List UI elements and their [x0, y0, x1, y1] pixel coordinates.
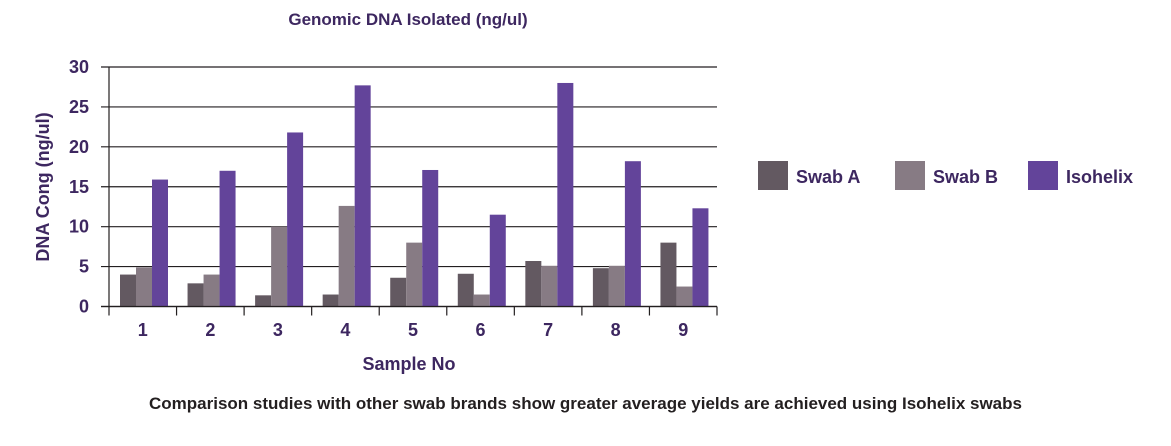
x-tick-label: 6 [476, 320, 486, 340]
bar-swab-a-5 [390, 277, 407, 307]
legend-label: Isohelix [1066, 167, 1133, 187]
y-tick-labels: 0 5 10 15 20 25 30 [69, 57, 89, 317]
bar-swab-b-6 [473, 294, 490, 307]
legend-swatch [758, 161, 788, 190]
bar-swab-a-6 [457, 273, 474, 307]
legend-label: Swab B [933, 167, 998, 187]
x-tick-label: 9 [678, 320, 688, 340]
legend-swatch [1028, 161, 1058, 190]
bar-swab-b-5 [406, 242, 423, 307]
x-tick-label: 1 [138, 320, 148, 340]
y-tick-label: 5 [79, 257, 89, 277]
bar-isohelix-4 [354, 85, 371, 307]
bar-swab-a-4 [322, 294, 339, 307]
axes [101, 67, 718, 316]
x-tick-label: 5 [408, 320, 418, 340]
y-tick-label: 30 [69, 57, 89, 77]
bar-isohelix-1 [152, 179, 168, 307]
y-tick-label: 0 [79, 297, 89, 317]
bar-swab-b-2 [203, 274, 220, 307]
bar-swab-a-1 [120, 274, 136, 307]
x-tick-label: 7 [543, 320, 553, 340]
bar-chart: Genomic DNA Isolated (ng/ul) 05101520253… [33, 10, 1133, 374]
y-tick-label: 10 [69, 217, 89, 237]
bar-swab-a-7 [525, 260, 542, 307]
bar-isohelix-8 [624, 161, 641, 307]
x-tick-label: 8 [611, 320, 621, 340]
bar-swab-b-7 [541, 265, 558, 307]
bar-swab-a-2 [187, 283, 204, 307]
y-tick-label: 15 [69, 177, 89, 197]
x-tick-label: 4 [340, 320, 350, 340]
bar-isohelix-2 [219, 170, 236, 307]
legend-label: Swab A [796, 167, 860, 187]
y-tick-label: 20 [69, 137, 89, 157]
x-tick-labels: 1 2 3 4 5 6 7 8 9 [138, 320, 688, 340]
bar-swab-a-9 [660, 242, 677, 307]
bar-isohelix-6 [489, 214, 506, 307]
bar-isohelix-5 [422, 169, 439, 307]
bar-isohelix-7 [557, 82, 574, 307]
bar-swab-b-4 [338, 205, 355, 307]
bar-swab-b-8 [608, 265, 625, 307]
bar-swab-b-3 [271, 226, 288, 307]
x-axis-label: Sample No [362, 354, 455, 374]
bar-isohelix-3 [287, 132, 304, 307]
bar-swab-b-9 [676, 286, 693, 307]
x-tick-label: 2 [205, 320, 215, 340]
y-tick-label: 25 [69, 97, 89, 117]
gridlines [101, 66, 717, 308]
legend: Swab A Swab B Isohelix [758, 161, 1133, 190]
chart-title: Genomic DNA Isolated (ng/ul) [288, 10, 527, 29]
x-tick-label: 3 [273, 320, 283, 340]
bars [120, 82, 709, 307]
legend-swatch [895, 161, 925, 190]
y-axis-label: DNA Cong (ng/ul) [33, 112, 53, 261]
bar-isohelix-9 [692, 208, 709, 307]
bar-swab-a-8 [592, 268, 609, 307]
chart-caption: Comparison studies with other swab brand… [149, 394, 1022, 413]
bar-swab-b-1 [136, 267, 152, 307]
bar-swab-a-3 [255, 295, 272, 307]
